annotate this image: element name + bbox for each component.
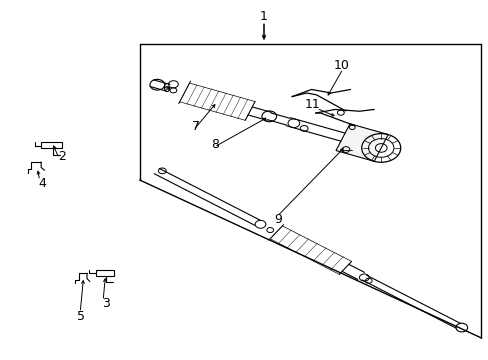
- Polygon shape: [335, 124, 387, 161]
- Text: 8: 8: [211, 138, 219, 150]
- Text: 7: 7: [191, 120, 199, 133]
- Text: 5: 5: [77, 310, 85, 323]
- Text: 3: 3: [102, 297, 109, 310]
- Text: 9: 9: [274, 213, 282, 226]
- Text: 11: 11: [304, 98, 320, 111]
- Text: 2: 2: [58, 150, 65, 163]
- Text: 6: 6: [162, 82, 170, 95]
- Text: 1: 1: [260, 10, 267, 23]
- Text: 4: 4: [38, 177, 46, 190]
- Text: 10: 10: [333, 59, 349, 72]
